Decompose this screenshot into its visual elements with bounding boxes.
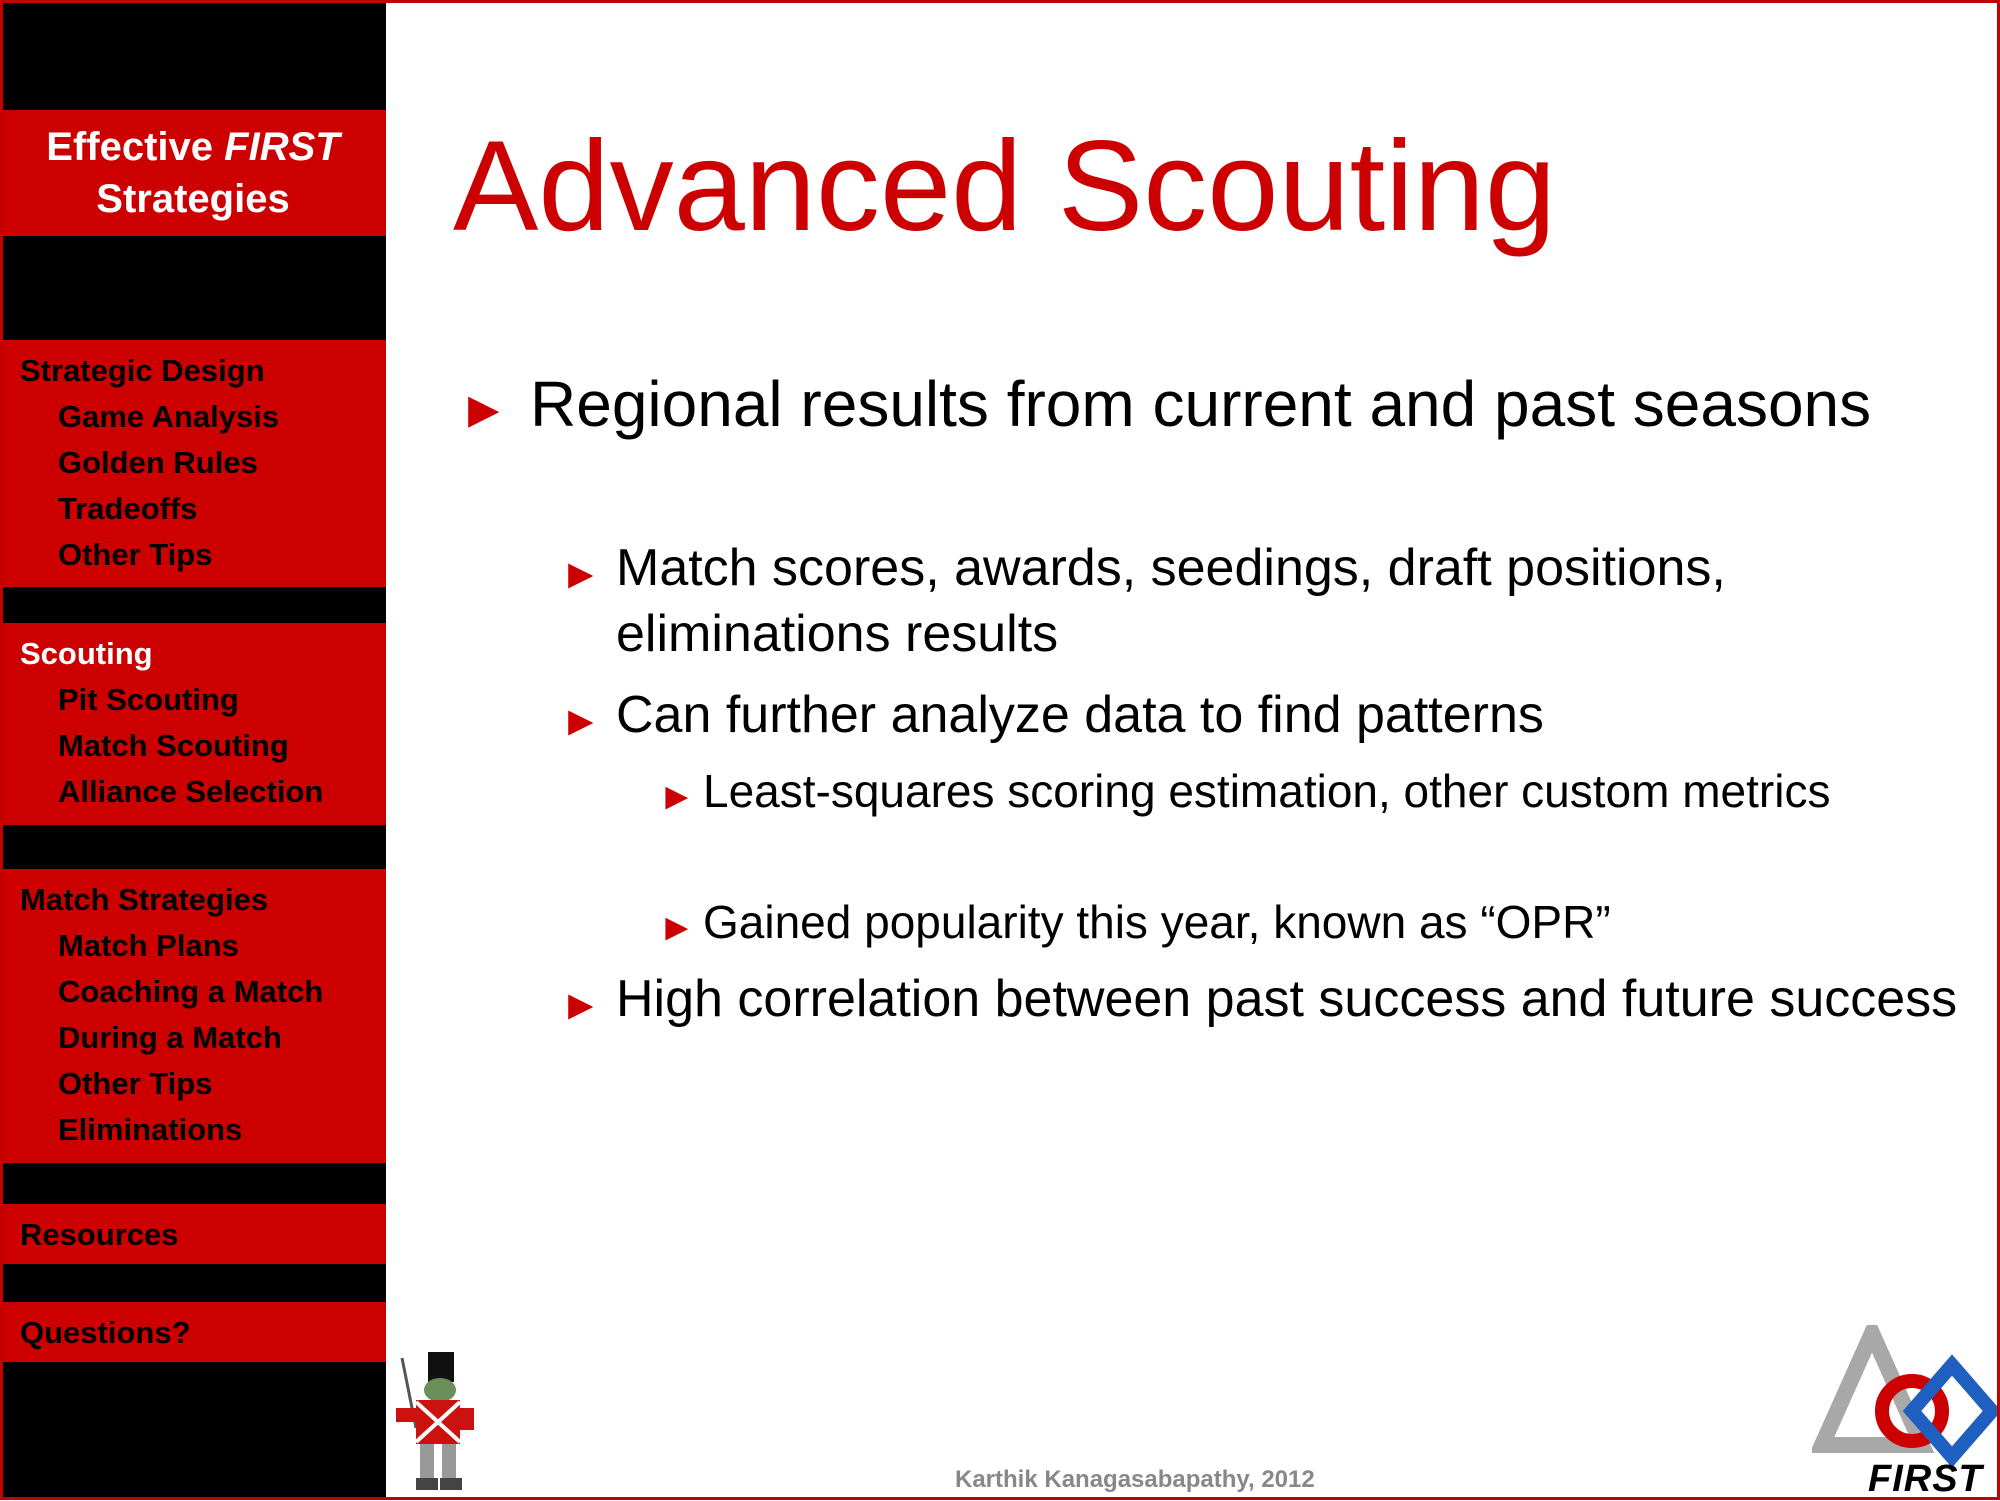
nav-section-scouting: Scouting Pit Scouting Match Scouting All…: [0, 623, 386, 825]
bullet-level-1: ► Regional results from current and past…: [458, 364, 1958, 444]
bullet-arrow-icon: ►: [560, 550, 602, 597]
nav-item-alliance-selection[interactable]: Alliance Selection: [58, 774, 324, 809]
bullet-level-3: ► Least-squares scoring estimation, othe…: [658, 761, 1858, 821]
nav-item-match-scouting[interactable]: Match Scouting: [58, 728, 289, 763]
bullet-arrow-icon: ►: [658, 776, 696, 818]
bullet-text: Least-squares scoring estimation, other …: [703, 765, 1831, 817]
nav-item-tradeoffs[interactable]: Tradeoffs: [58, 491, 198, 526]
nav-item-during-a-match[interactable]: During a Match: [58, 1020, 282, 1055]
nav-section-label-active[interactable]: Scouting: [20, 636, 153, 671]
nav-section-resources: Resources: [0, 1204, 386, 1264]
bullet-arrow-icon: ►: [458, 381, 510, 439]
brand-suffix: Strategies: [96, 177, 290, 221]
bullet-level-3: ► Gained popularity this year, known as …: [658, 892, 1858, 952]
bullet-arrow-icon: ►: [658, 907, 696, 949]
bullet-level-2: ► Match scores, awards, seedings, draft …: [560, 535, 1960, 667]
nav-section-questions: Questions?: [0, 1302, 386, 1362]
nav-section-strategic-design: Strategic Design Game Analysis Golden Ru…: [0, 340, 386, 587]
nav-section-label[interactable]: Match Strategies: [20, 882, 269, 917]
bullet-text: Regional results from current and past s…: [530, 368, 1872, 440]
brand-prefix: Effective: [46, 125, 225, 169]
brand-first: FIRST: [224, 125, 340, 169]
sidebar-brand: Effective FIRST Strategies: [0, 110, 386, 236]
bullet-arrow-icon: ►: [560, 981, 602, 1028]
nav-item-match-plans[interactable]: Match Plans: [58, 928, 239, 963]
nav-item-questions[interactable]: Questions?: [20, 1315, 191, 1350]
nav-item-game-analysis[interactable]: Game Analysis: [58, 399, 280, 434]
bullet-text: Match scores, awards, seedings, draft po…: [616, 539, 1726, 663]
bullet-level-2: ► Can further analyze data to find patte…: [560, 682, 1960, 748]
nav-item-other-tips[interactable]: Other Tips: [58, 537, 213, 572]
bullet-text: Gained popularity this year, known as “O…: [703, 896, 1611, 948]
bullet-text: High correlation between past success an…: [616, 970, 1958, 1028]
nav-item-other-tips[interactable]: Other Tips: [58, 1066, 213, 1101]
bullet-arrow-icon: ►: [560, 697, 602, 744]
first-logo-text: FIRST: [1868, 1458, 1983, 1500]
nav-item-golden-rules[interactable]: Golden Rules: [58, 445, 258, 480]
nav-item-pit-scouting[interactable]: Pit Scouting: [58, 682, 239, 717]
bullet-level-2: ► High correlation between past success …: [560, 966, 1960, 1032]
slide-title: Advanced Scouting: [453, 115, 1556, 258]
first-logo-icon: [1812, 1325, 1998, 1468]
nav-item-resources[interactable]: Resources: [20, 1217, 179, 1252]
nav-section-match-strategies: Match Strategies Match Plans Coaching a …: [0, 869, 386, 1163]
robot-mascot-icon: [396, 1352, 474, 1490]
bullet-text: Can further analyze data to find pattern…: [616, 686, 1544, 744]
nav-item-eliminations[interactable]: Eliminations: [58, 1112, 243, 1147]
sidebar: Effective FIRST Strategies Strategic Des…: [0, 0, 386, 1500]
nav-item-coaching-a-match[interactable]: Coaching a Match: [58, 974, 324, 1009]
nav-section-label[interactable]: Strategic Design: [20, 353, 265, 388]
footer-author: Karthik Kanagasabapathy, 2012: [955, 1466, 1315, 1493]
